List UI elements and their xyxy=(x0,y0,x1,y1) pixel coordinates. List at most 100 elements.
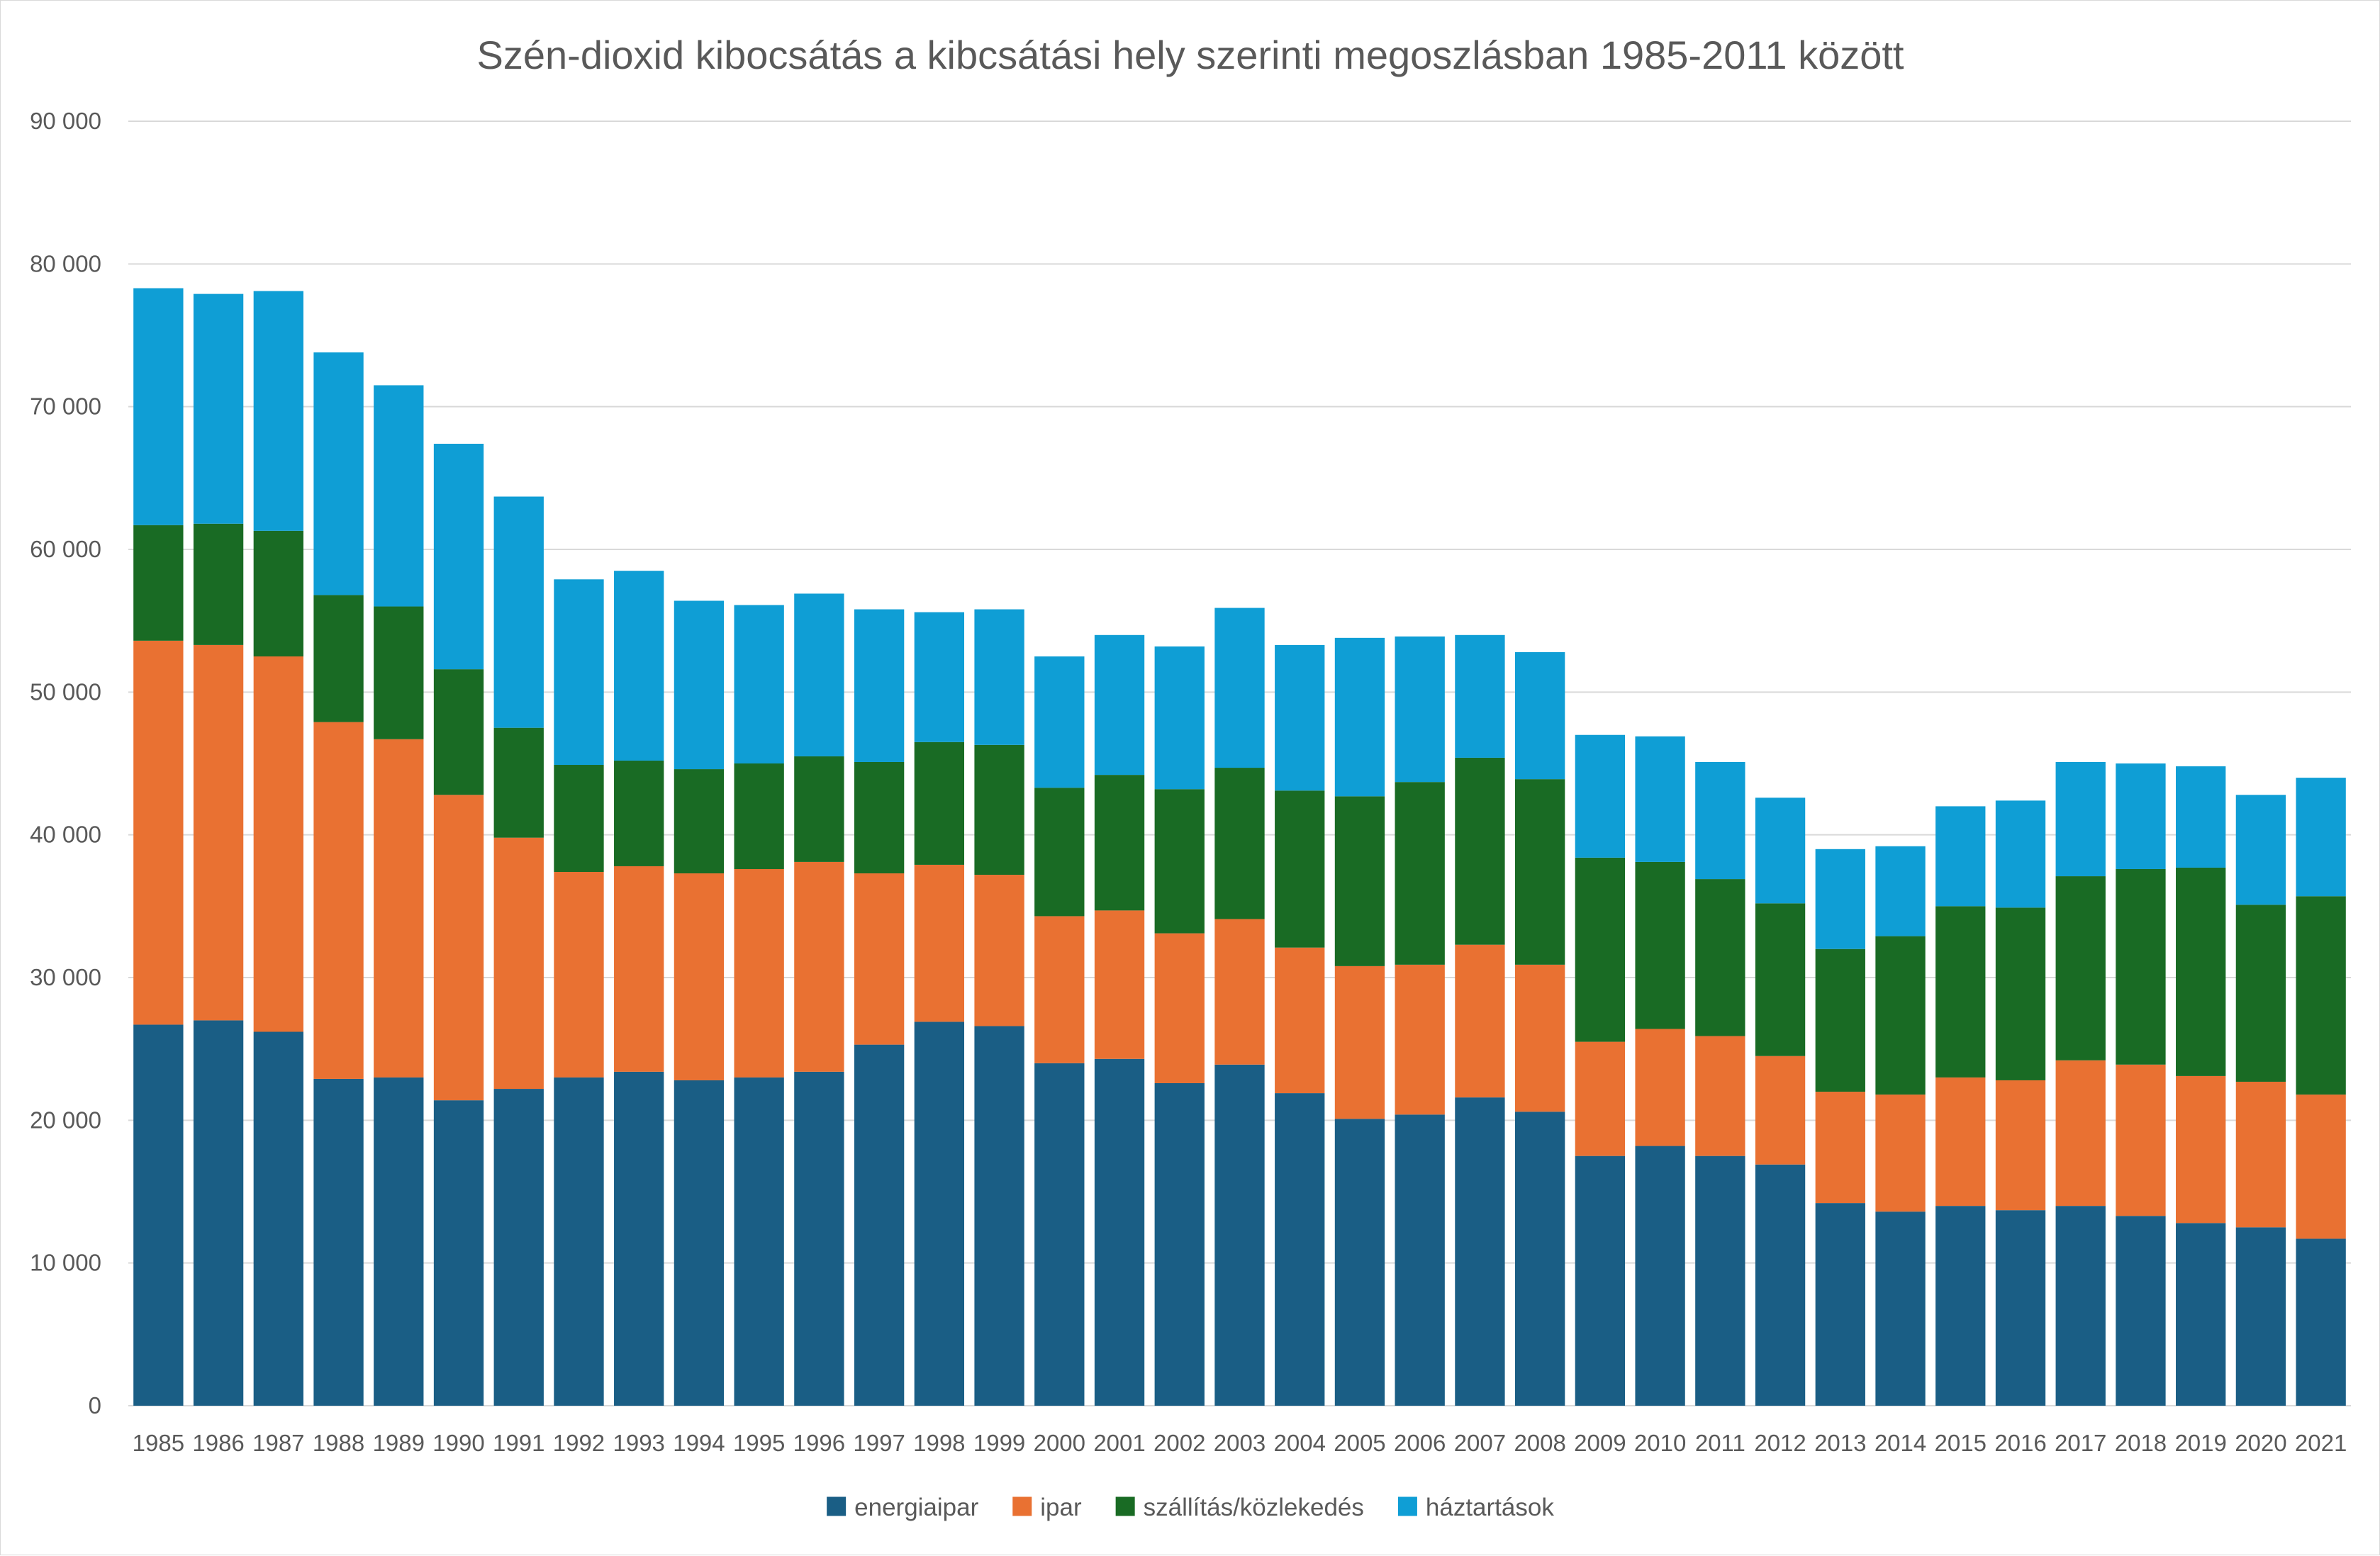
bar-segment-energiaipar xyxy=(1935,1206,1986,1406)
bar-segment-h-ztart-sok xyxy=(493,496,544,728)
bar-segment-energiaipar xyxy=(554,1077,604,1406)
bar-segment-h-ztart-sok xyxy=(433,444,484,670)
bar-segment-energiaipar xyxy=(794,1071,844,1406)
bar-segment-h-ztart-sok xyxy=(1575,734,1626,858)
bar-segment-energiaipar xyxy=(2116,1216,2166,1406)
bar-segment-ipar xyxy=(2235,1081,2286,1228)
bar-segment-sz-ll-t-s-k-zleked-s xyxy=(1514,779,1565,965)
bar-segment-h-ztart-sok xyxy=(1695,761,1745,880)
bar-segment-sz-ll-t-s-k-zleked-s xyxy=(253,530,303,656)
bar-segment-energiaipar xyxy=(2235,1227,2286,1406)
bar-segment-energiaipar xyxy=(1214,1064,1265,1406)
x-tick-label: 1996 xyxy=(793,1430,845,1456)
bar-segment-ipar xyxy=(854,873,905,1045)
bar-segment-h-ztart-sok xyxy=(2176,766,2226,868)
bar-segment-h-ztart-sok xyxy=(1334,637,1385,797)
bar-segment-h-ztart-sok xyxy=(193,293,244,524)
y-tick-label: 70 000 xyxy=(30,393,101,420)
bar-segment-ipar xyxy=(193,644,244,1021)
bar-segment-h-ztart-sok xyxy=(1455,634,1505,758)
legend-swatch xyxy=(1012,1496,1032,1516)
legend-swatch xyxy=(1115,1496,1135,1516)
legend-item: ipar xyxy=(1012,1494,1082,1521)
bar-segment-ipar xyxy=(794,861,844,1072)
y-axis: 0 10 000 20 000 30 000 40 000 50 000 60 000 70 … xyxy=(30,108,101,1418)
legend-label: szállítás/közlekedés xyxy=(1144,1494,1364,1521)
bar-segment-sz-ll-t-s-k-zleked-s xyxy=(1094,775,1145,911)
legend: energiaipar ipar szállítás/közlekedés házta… xyxy=(827,1494,1554,1521)
bar-segment-energiaipar xyxy=(253,1031,303,1406)
x-tick-label: 1985 xyxy=(133,1430,184,1456)
bar-segment-energiaipar xyxy=(674,1080,725,1406)
bar-segment-ipar xyxy=(1695,1036,1745,1156)
bar-segment-ipar xyxy=(1514,964,1565,1112)
bar-segment-energiaipar xyxy=(193,1020,244,1406)
x-tick-label: 2011 xyxy=(1695,1430,1745,1456)
bar-segment-h-ztart-sok xyxy=(614,571,664,761)
bar-segment-ipar xyxy=(1455,944,1505,1098)
bar-segment-energiaipar xyxy=(313,1078,364,1406)
bar-segment-ipar xyxy=(614,866,664,1072)
bar-segment-sz-ll-t-s-k-zleked-s xyxy=(674,769,725,874)
bar-segment-h-ztart-sok xyxy=(854,609,905,762)
bar-segment-ipar xyxy=(1995,1080,2046,1211)
x-tick-label: 2015 xyxy=(1935,1430,1987,1456)
bar-segment-h-ztart-sok xyxy=(2055,761,2106,877)
bar-segment-sz-ll-t-s-k-zleked-s xyxy=(1635,861,1685,1029)
bar-segment-h-ztart-sok xyxy=(133,288,184,525)
bar-segment-ipar xyxy=(2176,1075,2226,1224)
bar-segment-ipar xyxy=(1575,1041,1626,1156)
bar-segment-sz-ll-t-s-k-zleked-s xyxy=(133,525,184,641)
bar-segment-ipar xyxy=(734,868,784,1078)
bar-segment-sz-ll-t-s-k-zleked-s xyxy=(1755,903,1806,1056)
x-tick-label: 1997 xyxy=(853,1430,905,1456)
bar-segment-ipar xyxy=(2055,1060,2106,1207)
bar-segment-sz-ll-t-s-k-zleked-s xyxy=(554,765,604,873)
x-tick-label: 2008 xyxy=(1514,1430,1565,1456)
bar-segment-sz-ll-t-s-k-zleked-s xyxy=(1995,907,2046,1080)
bar-segment-energiaipar xyxy=(974,1026,1024,1406)
bar-segment-h-ztart-sok xyxy=(1995,800,2046,908)
bar-segment-energiaipar xyxy=(493,1089,544,1406)
bar-segment-ipar xyxy=(1094,910,1145,1059)
bar-segment-sz-ll-t-s-k-zleked-s xyxy=(1275,790,1325,948)
legend-label: ipar xyxy=(1040,1494,1082,1521)
x-tick-label: 2013 xyxy=(1814,1430,1866,1456)
x-tick-label: 2009 xyxy=(1574,1430,1626,1456)
x-tick-label: 1989 xyxy=(373,1430,425,1456)
bar-segment-ipar xyxy=(2116,1064,2166,1216)
bar-segment-h-ztart-sok xyxy=(2116,763,2166,869)
bar-segment-energiaipar xyxy=(854,1044,905,1406)
bar-segment-h-ztart-sok xyxy=(1214,608,1265,768)
bar-segment-sz-ll-t-s-k-zleked-s xyxy=(854,761,905,874)
bar-segment-energiaipar xyxy=(1575,1155,1626,1406)
bar-segment-sz-ll-t-s-k-zleked-s xyxy=(1395,782,1445,965)
bar-segment-sz-ll-t-s-k-zleked-s xyxy=(493,727,544,838)
x-tick-label: 1991 xyxy=(493,1430,544,1456)
bar-segment-energiaipar xyxy=(1755,1164,1806,1406)
bar-segment-h-ztart-sok xyxy=(1514,651,1565,780)
x-tick-label: 2003 xyxy=(1214,1430,1266,1456)
bar-segment-sz-ll-t-s-k-zleked-s xyxy=(1575,857,1626,1042)
x-tick-label: 2016 xyxy=(1994,1430,2046,1456)
x-tick-label: 1986 xyxy=(192,1430,244,1456)
x-tick-label: 2002 xyxy=(1153,1430,1205,1456)
x-tick-label: 1995 xyxy=(733,1430,785,1456)
bar-segment-ipar xyxy=(974,875,1024,1026)
x-tick-label: 1988 xyxy=(313,1430,364,1456)
bar-segment-energiaipar xyxy=(734,1077,784,1406)
bar-segment-sz-ll-t-s-k-zleked-s xyxy=(2296,896,2346,1095)
x-tick-label: 2005 xyxy=(1334,1430,1385,1456)
x-tick-label: 2012 xyxy=(1754,1430,1806,1456)
bar-segment-h-ztart-sok xyxy=(734,605,784,763)
bar-segment-sz-ll-t-s-k-zleked-s xyxy=(2055,876,2106,1060)
x-tick-label: 1990 xyxy=(432,1430,484,1456)
bar-segment-h-ztart-sok xyxy=(794,593,844,756)
bar-segment-h-ztart-sok xyxy=(674,600,725,770)
bar-segment-h-ztart-sok xyxy=(1154,646,1205,790)
bar-segment-h-ztart-sok xyxy=(313,352,364,595)
bar-segment-ipar xyxy=(1395,964,1445,1115)
bar-segment-ipar xyxy=(1935,1077,1986,1207)
x-tick-label: 2019 xyxy=(2174,1430,2226,1456)
